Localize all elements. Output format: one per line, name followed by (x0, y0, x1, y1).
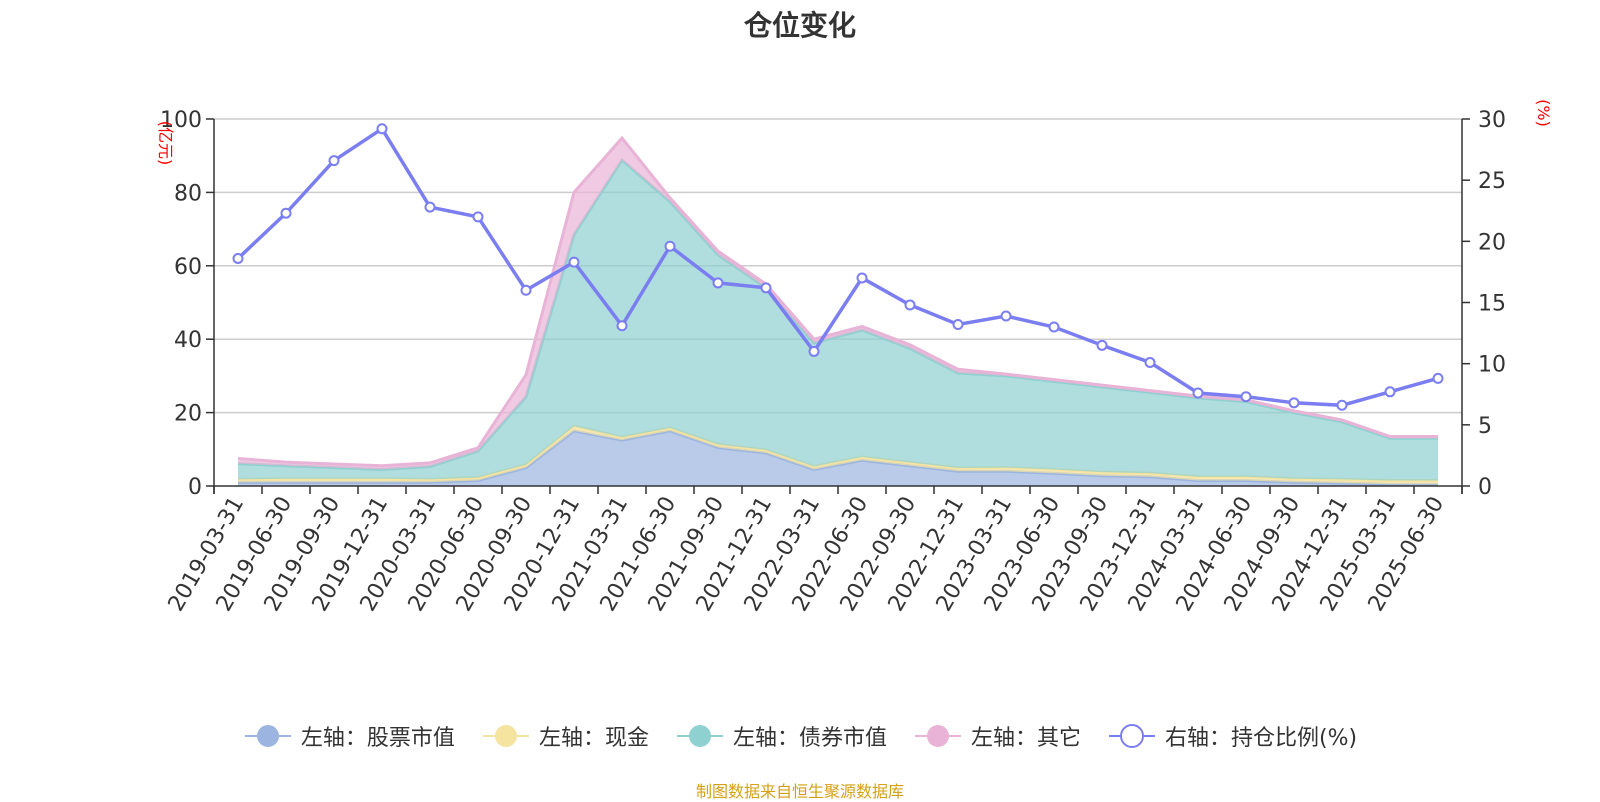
ratio-point (1336, 399, 1348, 411)
legend-marker-icon (914, 725, 961, 747)
area-左轴：债券市值 (238, 160, 1438, 481)
legend-label: 左轴：现金 (538, 726, 649, 751)
ratio-point (376, 123, 388, 135)
legend-marker-icon (244, 725, 291, 747)
ratio-point (280, 207, 292, 219)
legend-item[interactable]: 左轴：其它 (913, 720, 1081, 752)
ratio-point (904, 299, 916, 311)
chart-title: 仓位变化 (743, 9, 856, 42)
ratio-point (952, 319, 964, 331)
area-edge-左轴：其它 (237, 135, 1438, 468)
ratio-point (1096, 339, 1108, 351)
chart-legend[interactable]: 左轴：股票市值 左轴：现金 左轴：债券市值 左轴：其它 右轴：持仓比例(%) (0, 720, 1600, 752)
legend-marker-icon (676, 725, 723, 747)
right-tick-label: 0 (1478, 475, 1492, 500)
left-tick-label: 80 (174, 181, 202, 206)
ratio-point (760, 282, 772, 294)
legend-label: 左轴：债券市值 (732, 726, 887, 751)
area-左轴：股票市值 (238, 430, 1438, 486)
legend-item[interactable]: 左轴：股票市值 (243, 720, 455, 752)
ratio-point (856, 272, 868, 284)
ratio-point (712, 277, 724, 289)
ratio-point (520, 284, 532, 296)
ratio-point (1192, 387, 1204, 399)
ratio-line-path (236, 126, 1439, 408)
ratio-point (232, 252, 244, 264)
ratio-line (232, 123, 1444, 411)
ratio-point (1384, 386, 1396, 398)
ratio-point (1432, 372, 1444, 384)
right-tick-label: 25 (1478, 169, 1506, 194)
right-tick-label: 30 (1478, 108, 1506, 133)
legend-item[interactable]: 右轴：持仓比例(%) (1107, 720, 1357, 752)
ratio-point (568, 256, 580, 268)
ratio-point (664, 240, 676, 252)
left-tick-label: 100 (160, 108, 202, 133)
left-tick-label: 40 (174, 328, 202, 353)
left-tick-label: 0 (188, 475, 202, 500)
stacked-areas (237, 135, 1438, 486)
ratio-point (1000, 310, 1012, 322)
left-tick-label: 60 (174, 255, 202, 280)
ratio-point (1048, 321, 1060, 333)
right-axis-unit: (%) (1534, 99, 1553, 127)
legend-marker-icon (482, 725, 529, 747)
legend-item[interactable]: 左轴：债券市值 (675, 720, 887, 752)
left-tick-label: 20 (174, 402, 202, 427)
ratio-point (808, 345, 820, 357)
legend-label: 左轴：股票市值 (300, 726, 455, 751)
ratio-point (472, 211, 484, 223)
left-axis-unit: (亿元) (156, 121, 175, 166)
ratio-point (1144, 356, 1156, 368)
data-source-note: 制图数据来自恒生聚源数据库 (695, 782, 904, 801)
legend-marker-icon (1108, 724, 1155, 748)
right-tick-label: 5 (1478, 414, 1492, 439)
right-tick-label: 10 (1478, 353, 1506, 378)
ratio-point (1240, 391, 1252, 403)
ratio-point (1288, 397, 1300, 409)
right-tick-label: 20 (1478, 230, 1506, 255)
legend-item[interactable]: 左轴：现金 (481, 720, 649, 752)
ratio-point (424, 201, 436, 213)
ratio-point (616, 320, 628, 332)
right-tick-label: 15 (1478, 292, 1506, 317)
ratio-point (328, 155, 340, 167)
legend-label: 右轴：持仓比例(%) (1164, 726, 1358, 751)
legend-label: 左轴：其它 (970, 726, 1081, 751)
